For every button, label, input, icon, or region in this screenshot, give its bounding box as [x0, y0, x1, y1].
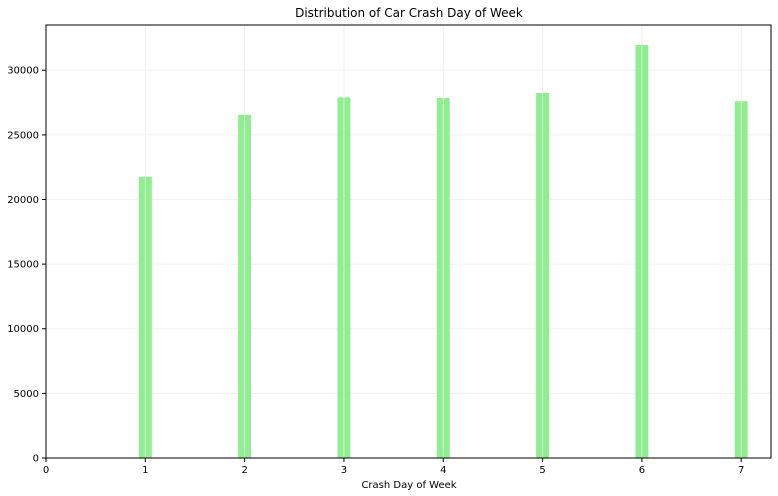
- x-tick-label-4: 4: [440, 465, 446, 476]
- x-tick-label-5: 5: [539, 465, 545, 476]
- plot-frame: [45, 24, 772, 459]
- y-tick-label-4: 20000: [7, 195, 39, 206]
- x-axis-ticks: 0 1 2 3 4 5 6 7: [43, 458, 744, 476]
- y-tick-label-6: 30000: [7, 66, 39, 77]
- y-axis-ticks: 0 5000 10000 15000 20000 25000 30000: [7, 66, 46, 465]
- chart-title: Distribution of Car Crash Day of Week: [295, 6, 523, 20]
- bars: [138, 45, 748, 459]
- y-tick-label-1: 5000: [14, 389, 39, 400]
- x-tick-label-3: 3: [341, 465, 347, 476]
- x-tick-label-6: 6: [639, 465, 645, 476]
- y-tick-label-3: 15000: [7, 260, 39, 271]
- y-tick-label-5: 25000: [7, 130, 39, 141]
- y-tick-label-0: 0: [33, 454, 39, 465]
- x-axis-label: Crash Day of Week: [361, 480, 456, 491]
- x-tick-label-1: 1: [142, 465, 148, 476]
- x-tick-label-2: 2: [241, 465, 247, 476]
- x-tick-label-0: 0: [43, 465, 49, 476]
- y-tick-label-2: 10000: [7, 324, 39, 335]
- x-tick-label-7: 7: [738, 465, 744, 476]
